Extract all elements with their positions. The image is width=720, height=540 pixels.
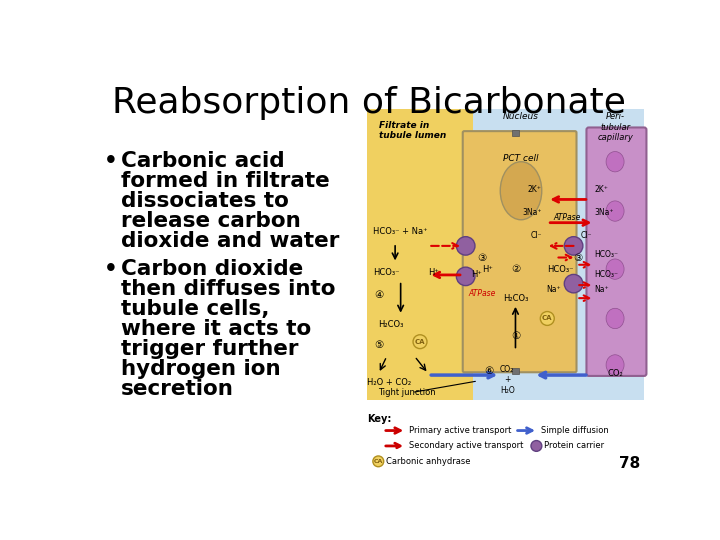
- Text: release carbon: release carbon: [121, 211, 301, 231]
- Text: HCO₃⁻ + Na⁺: HCO₃⁻ + Na⁺: [373, 227, 428, 236]
- Circle shape: [564, 237, 583, 255]
- Text: Protein carrier: Protein carrier: [544, 442, 604, 450]
- Text: Carbonic anhydrase: Carbonic anhydrase: [386, 457, 471, 466]
- Text: ④: ④: [374, 290, 383, 300]
- Text: H⁺: H⁺: [428, 267, 439, 276]
- Text: ③: ③: [573, 253, 582, 262]
- Text: Reabsorption of Bicarbonate: Reabsorption of Bicarbonate: [112, 86, 626, 120]
- Ellipse shape: [606, 355, 624, 375]
- Text: •: •: [104, 259, 117, 279]
- Circle shape: [564, 274, 583, 293]
- Bar: [472, 110, 644, 400]
- Text: CA: CA: [374, 459, 383, 464]
- Text: Tight junction: Tight junction: [379, 388, 436, 397]
- Text: Cl⁻: Cl⁻: [530, 231, 541, 240]
- Text: •: •: [104, 151, 117, 171]
- Text: 2K⁺: 2K⁺: [594, 185, 608, 194]
- Text: 3Na⁺: 3Na⁺: [594, 208, 614, 217]
- Circle shape: [373, 456, 384, 467]
- Text: H⁺: H⁺: [482, 265, 493, 274]
- Text: Primary active transport: Primary active transport: [409, 426, 512, 435]
- Text: Secondary active transport: Secondary active transport: [409, 442, 523, 450]
- Circle shape: [413, 335, 427, 349]
- Text: Peri-
tubular
capillary: Peri- tubular capillary: [597, 112, 633, 142]
- Ellipse shape: [606, 259, 624, 279]
- Circle shape: [540, 312, 554, 326]
- FancyBboxPatch shape: [463, 131, 577, 372]
- Text: ①: ①: [511, 331, 520, 341]
- Text: 2K⁺: 2K⁺: [528, 185, 541, 194]
- Text: CA: CA: [415, 339, 426, 345]
- Ellipse shape: [500, 161, 541, 220]
- Text: H₂O + CO₂: H₂O + CO₂: [367, 378, 412, 387]
- Text: Na⁺: Na⁺: [594, 285, 609, 294]
- Text: Simple diffusion: Simple diffusion: [541, 426, 609, 435]
- Text: PCT cell: PCT cell: [503, 154, 539, 164]
- Text: dissociates to: dissociates to: [121, 191, 289, 211]
- Text: Na⁺: Na⁺: [546, 285, 561, 294]
- Circle shape: [531, 441, 542, 451]
- Text: Carbon dioxide: Carbon dioxide: [121, 259, 303, 279]
- Bar: [367, 110, 472, 400]
- Text: 3Na⁺: 3Na⁺: [522, 208, 541, 217]
- Text: formed in filtrate: formed in filtrate: [121, 171, 330, 191]
- Text: CA: CA: [542, 315, 552, 321]
- Text: trigger further: trigger further: [121, 339, 299, 359]
- Circle shape: [456, 237, 475, 255]
- Text: Cl⁻: Cl⁻: [580, 231, 592, 240]
- Text: H₂CO₃: H₂CO₃: [503, 294, 528, 302]
- Text: 78: 78: [619, 456, 640, 471]
- Text: Filtrate in
tubule lumen: Filtrate in tubule lumen: [379, 121, 446, 140]
- Ellipse shape: [606, 308, 624, 329]
- Text: Nucleus: Nucleus: [503, 112, 539, 122]
- Text: H₂CO₃: H₂CO₃: [379, 320, 404, 329]
- Text: HCO₃⁻: HCO₃⁻: [594, 250, 618, 259]
- FancyBboxPatch shape: [587, 127, 647, 376]
- Text: dioxide and water: dioxide and water: [121, 231, 339, 251]
- Bar: [512, 130, 519, 136]
- Text: ③: ③: [477, 253, 487, 262]
- Ellipse shape: [606, 152, 624, 172]
- Circle shape: [456, 267, 475, 286]
- Bar: [512, 368, 519, 374]
- Text: Carbonic acid: Carbonic acid: [121, 151, 284, 171]
- Text: Key:: Key:: [367, 414, 392, 423]
- Text: HCO₃⁻: HCO₃⁻: [547, 265, 574, 274]
- Ellipse shape: [606, 201, 624, 221]
- Text: ⑤: ⑤: [374, 340, 383, 349]
- Text: HCO₃⁻: HCO₃⁻: [373, 267, 400, 276]
- Text: ⑥: ⑥: [485, 366, 494, 376]
- Text: hydrogen ion: hydrogen ion: [121, 359, 281, 379]
- Text: where it acts to: where it acts to: [121, 319, 311, 339]
- Text: secretion: secretion: [121, 379, 234, 399]
- Text: H⁺: H⁺: [472, 271, 482, 279]
- Text: CO₂
+
H₂O: CO₂ + H₂O: [500, 365, 515, 395]
- Text: ATPase: ATPase: [553, 213, 580, 221]
- Text: ②: ②: [511, 264, 520, 274]
- Text: ATPase: ATPase: [469, 289, 496, 298]
- Text: tubule cells,: tubule cells,: [121, 299, 269, 319]
- Text: then diffuses into: then diffuses into: [121, 279, 336, 299]
- Text: HCO₃⁻: HCO₃⁻: [594, 271, 618, 279]
- Text: CO₂: CO₂: [607, 369, 623, 378]
